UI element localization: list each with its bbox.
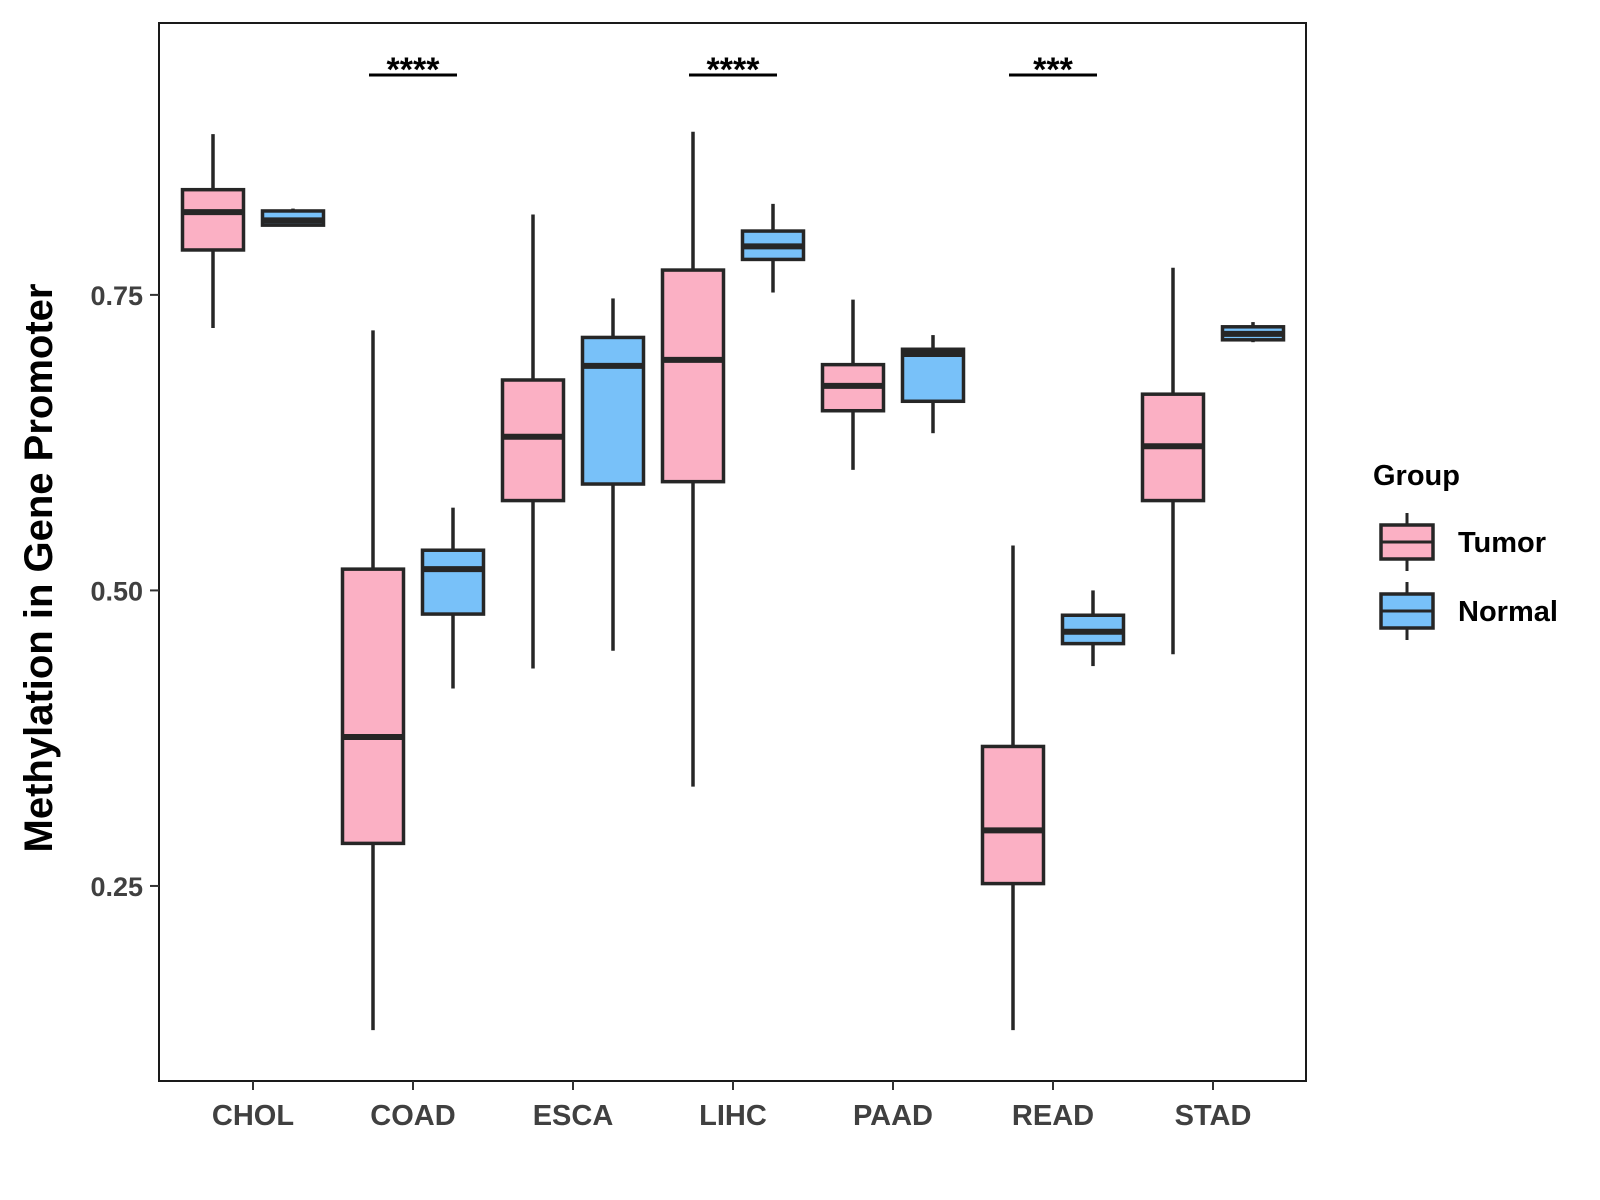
iqr-box (340, 567, 406, 846)
significance-label: **** (707, 51, 761, 89)
box-read-tumor (980, 545, 1046, 1031)
box-chol-normal (260, 208, 326, 227)
x-tick-label: COAD (370, 1100, 455, 1132)
x-tick-label: READ (1012, 1100, 1094, 1132)
box-lihc-normal (740, 203, 806, 293)
box-lihc-tumor (660, 131, 726, 787)
x-tick-label: ESCA (533, 1100, 614, 1132)
significance-annotations: **** **** *** (369, 51, 1097, 89)
plot-panel (158, 22, 1307, 1082)
iqr-box (980, 744, 1046, 886)
iqr-box (660, 268, 726, 484)
legend-label: Tumor (1458, 527, 1546, 559)
y-tick-label: 0.75 (90, 281, 143, 311)
series-normal (260, 203, 1286, 689)
x-tick-label: STAD (1175, 1100, 1252, 1132)
y-tick-label: 0.50 (90, 576, 143, 606)
x-tick-label: LIHC (699, 1100, 767, 1132)
box-coad-tumor (340, 330, 406, 1031)
x-tick-label: CHOL (212, 1100, 294, 1132)
box-coad-normal (420, 507, 486, 689)
x-tick-label: PAAD (853, 1100, 933, 1132)
box-esca-normal (580, 298, 646, 651)
significance-label: **** (387, 51, 441, 89)
legend-item-normal: Normal (1379, 582, 1558, 640)
significance-label: *** (1033, 51, 1073, 89)
x-axis: CHOL COAD ESCA LIHC PAAD READ STAD (212, 1081, 1251, 1132)
legend-label: Normal (1458, 596, 1558, 628)
box-paad-tumor (820, 299, 886, 470)
legend: Group Tumor Normal (1373, 460, 1558, 640)
legend-title: Group (1373, 460, 1460, 492)
y-axis: 0.25 0.50 0.75 (90, 281, 159, 902)
y-tick-label: 0.25 (90, 872, 143, 902)
box-read-normal (1060, 590, 1126, 667)
iqr-box (180, 187, 246, 252)
iqr-box (580, 335, 646, 486)
y-axis-title: Methylation in Gene Promoter (17, 284, 61, 853)
box-esca-tumor (500, 214, 566, 669)
legend-item-tumor: Tumor (1379, 513, 1546, 571)
iqr-box (500, 378, 566, 503)
box-chol-tumor (180, 134, 246, 328)
iqr-box (900, 347, 966, 404)
box-paad-normal (900, 335, 966, 434)
box-series (180, 131, 1286, 1031)
box-stad-normal (1220, 322, 1286, 343)
iqr-box (420, 548, 486, 616)
box-stad-tumor (1140, 267, 1206, 655)
series-tumor (180, 131, 1206, 1031)
